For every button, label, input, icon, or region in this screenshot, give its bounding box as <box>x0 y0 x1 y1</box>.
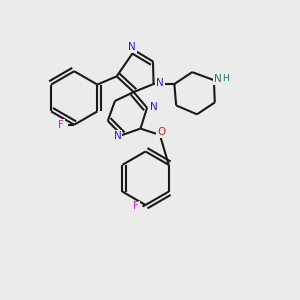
Text: O: O <box>158 128 166 137</box>
Text: N: N <box>128 42 136 52</box>
Text: F: F <box>133 202 139 212</box>
Text: N: N <box>156 78 164 88</box>
Text: N: N <box>150 102 158 112</box>
Text: F: F <box>58 120 64 130</box>
Text: N: N <box>114 131 122 141</box>
Text: H: H <box>222 74 229 83</box>
Text: N: N <box>214 74 222 84</box>
